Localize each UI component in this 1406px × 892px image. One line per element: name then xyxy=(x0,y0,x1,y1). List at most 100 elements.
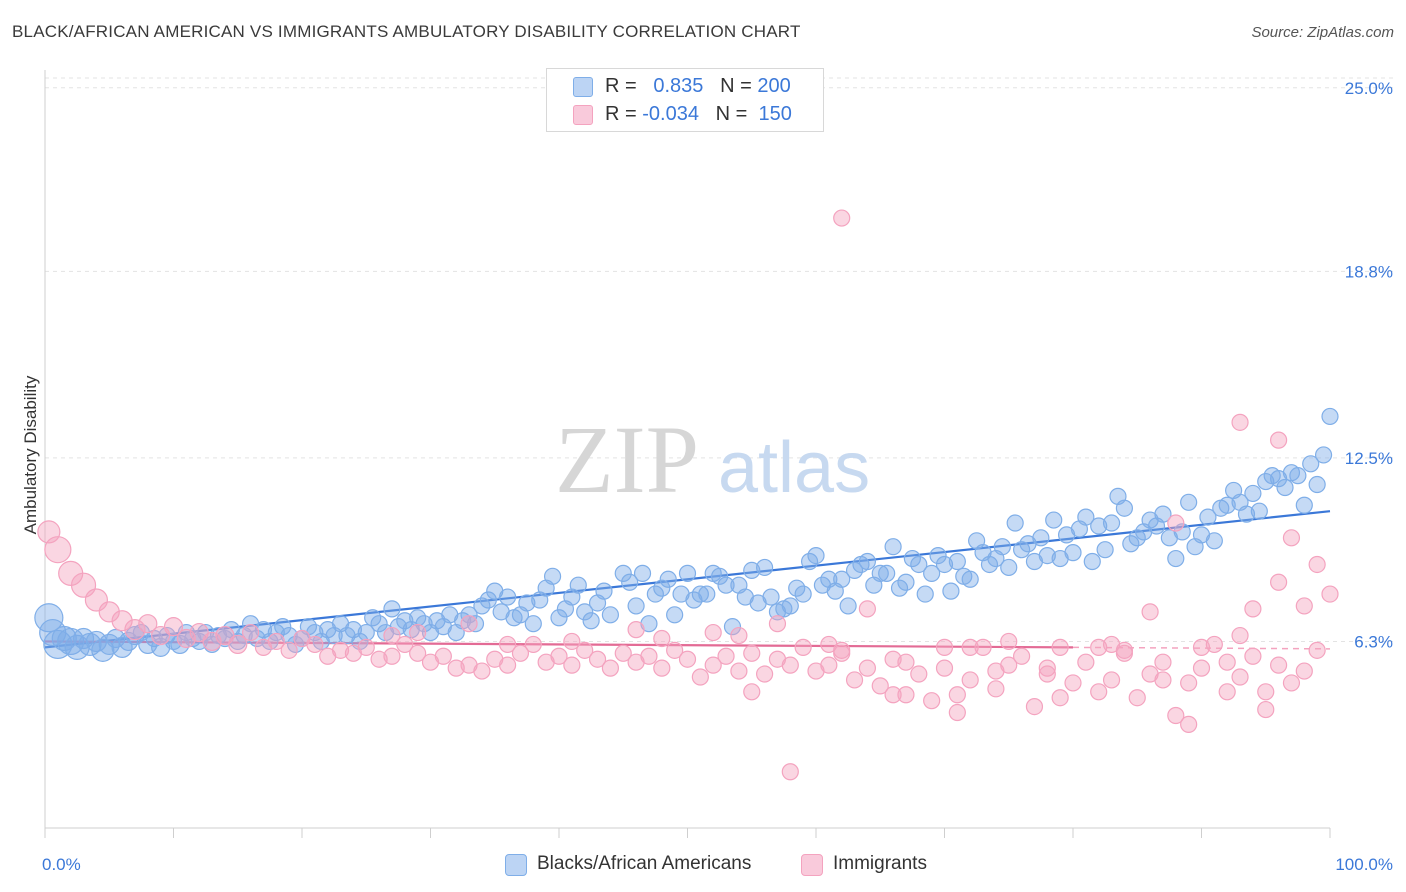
point-immigrants-10 xyxy=(163,617,184,637)
point-immigrants-16 xyxy=(242,623,260,642)
point-immigrants-143 xyxy=(1257,683,1275,701)
point-blacks-143 xyxy=(961,570,979,588)
point-immigrants-127 xyxy=(1192,638,1211,656)
point-blacks-169 xyxy=(1128,529,1146,547)
point-blacks-95 xyxy=(653,579,671,597)
point-immigrants-67 xyxy=(897,686,915,704)
point-immigrants-69 xyxy=(923,692,941,710)
point-blacks-92 xyxy=(633,564,652,582)
point-immigrants-37 xyxy=(511,644,530,662)
point-blacks-199 xyxy=(1321,407,1339,426)
point-blacks-35 xyxy=(261,632,279,651)
point-immigrants-119 xyxy=(499,635,517,654)
point-blacks-89 xyxy=(614,564,632,582)
legend-swatch-immigrants xyxy=(573,105,593,125)
point-blacks-175 xyxy=(1167,549,1185,568)
point-blacks-134 xyxy=(903,549,921,568)
point-blacks-161 xyxy=(1077,508,1095,526)
point-immigrants-136 xyxy=(948,703,966,722)
point-blacks-109 xyxy=(743,561,761,579)
point-blacks-159 xyxy=(1064,544,1082,562)
point-blacks-33 xyxy=(248,629,266,648)
point-immigrants-130 xyxy=(833,209,851,227)
legend-row-immigrants: R = -0.034 N = 150 xyxy=(547,101,823,129)
point-blacks-188 xyxy=(1250,502,1268,520)
point-immigrants-105 xyxy=(768,615,787,633)
y-axis-label: Ambulatory Disability xyxy=(21,375,40,534)
point-immigrants-95 xyxy=(1257,700,1275,719)
y-tick-label-1: 12.5% xyxy=(1345,449,1393,468)
point-blacks-37 xyxy=(274,618,292,636)
source-label: Source: ZipAtlas.com xyxy=(1251,24,1394,41)
x-tick-labels: 0.0% 100.0% xyxy=(42,855,1393,874)
point-blacks-52 xyxy=(370,615,388,633)
legend-stats-immigrants: R = -0.034 N = 150 xyxy=(605,103,792,125)
point-blacks-198 xyxy=(1314,446,1333,464)
point-immigrants-54 xyxy=(730,662,748,680)
point-immigrants-25 xyxy=(357,638,375,656)
point-immigrants-83 xyxy=(1102,671,1121,689)
point-immigrants-132 xyxy=(1231,413,1249,431)
point-immigrants-104 xyxy=(704,623,722,642)
legend-label-immigrants: Immigrants xyxy=(833,853,927,874)
point-blacks-163 xyxy=(1090,517,1108,535)
point-blacks-164 xyxy=(1096,541,1114,559)
chart-title: BLACK/AFRICAN AMERICAN VS IMMIGRANTS AMB… xyxy=(12,22,801,41)
point-immigrants-18 xyxy=(267,632,285,651)
watermark-zip: ZIP xyxy=(555,406,699,513)
point-blacks-75 xyxy=(518,594,536,612)
point-blacks-79 xyxy=(543,567,562,585)
point-blacks-59 xyxy=(415,615,433,633)
point-immigrants-53 xyxy=(717,647,735,665)
point-blacks-9 xyxy=(91,638,115,662)
point-immigrants-90 xyxy=(1192,659,1211,677)
point-immigrants-91 xyxy=(1205,635,1223,654)
point-blacks-105 xyxy=(717,576,735,594)
point-blacks-146 xyxy=(980,555,999,574)
grid-lines xyxy=(45,77,1395,642)
point-immigrants-96 xyxy=(1269,656,1288,674)
point-immigrants-41 xyxy=(563,656,581,674)
point-blacks-58 xyxy=(409,609,427,627)
point-immigrants-5 xyxy=(98,601,120,623)
legend-stats-blacks: R = 0.835 N = 200 xyxy=(605,75,791,97)
point-blacks-54 xyxy=(383,600,401,618)
x-tick-label-max: 100.0% xyxy=(1335,855,1393,874)
point-immigrants-77 xyxy=(1025,698,1044,716)
point-blacks-127 xyxy=(858,552,877,571)
point-blacks-195 xyxy=(1295,496,1313,514)
point-immigrants-43 xyxy=(588,650,607,668)
point-immigrants-23 xyxy=(331,641,350,659)
point-blacks-97 xyxy=(666,606,684,624)
point-immigrants-126 xyxy=(1115,644,1134,662)
point-blacks-111 xyxy=(755,558,774,577)
point-blacks-94 xyxy=(646,585,664,603)
point-immigrants-59 xyxy=(794,638,812,656)
point-immigrants-112 xyxy=(1167,514,1185,532)
point-blacks-69 xyxy=(479,591,497,609)
point-immigrants-71 xyxy=(948,686,966,704)
point-blacks-55 xyxy=(389,618,407,636)
point-immigrants-100 xyxy=(383,626,401,645)
point-blacks-68 xyxy=(473,597,491,615)
point-immigrants-49 xyxy=(666,641,684,659)
point-immigrants-70 xyxy=(935,659,954,677)
point-blacks-76 xyxy=(524,615,542,633)
point-immigrants-15 xyxy=(228,634,248,655)
point-blacks-130 xyxy=(878,564,896,582)
y-tick-label-3: 25.0% xyxy=(1345,79,1393,98)
point-blacks-180 xyxy=(1199,508,1217,526)
point-immigrants-82 xyxy=(1090,683,1108,701)
point-immigrants-45 xyxy=(614,644,632,662)
axes xyxy=(44,70,1331,838)
point-immigrants-108 xyxy=(935,638,954,656)
point-immigrants-110 xyxy=(1102,635,1121,654)
point-immigrants-114 xyxy=(1269,573,1288,591)
point-immigrants-58 xyxy=(781,656,799,674)
point-immigrants-94 xyxy=(1244,647,1262,665)
point-immigrants-124 xyxy=(961,638,979,656)
point-immigrants-109 xyxy=(1000,632,1018,651)
point-immigrants-78 xyxy=(1038,665,1056,683)
point-immigrants-50 xyxy=(678,650,697,668)
point-immigrants-29 xyxy=(409,644,427,662)
